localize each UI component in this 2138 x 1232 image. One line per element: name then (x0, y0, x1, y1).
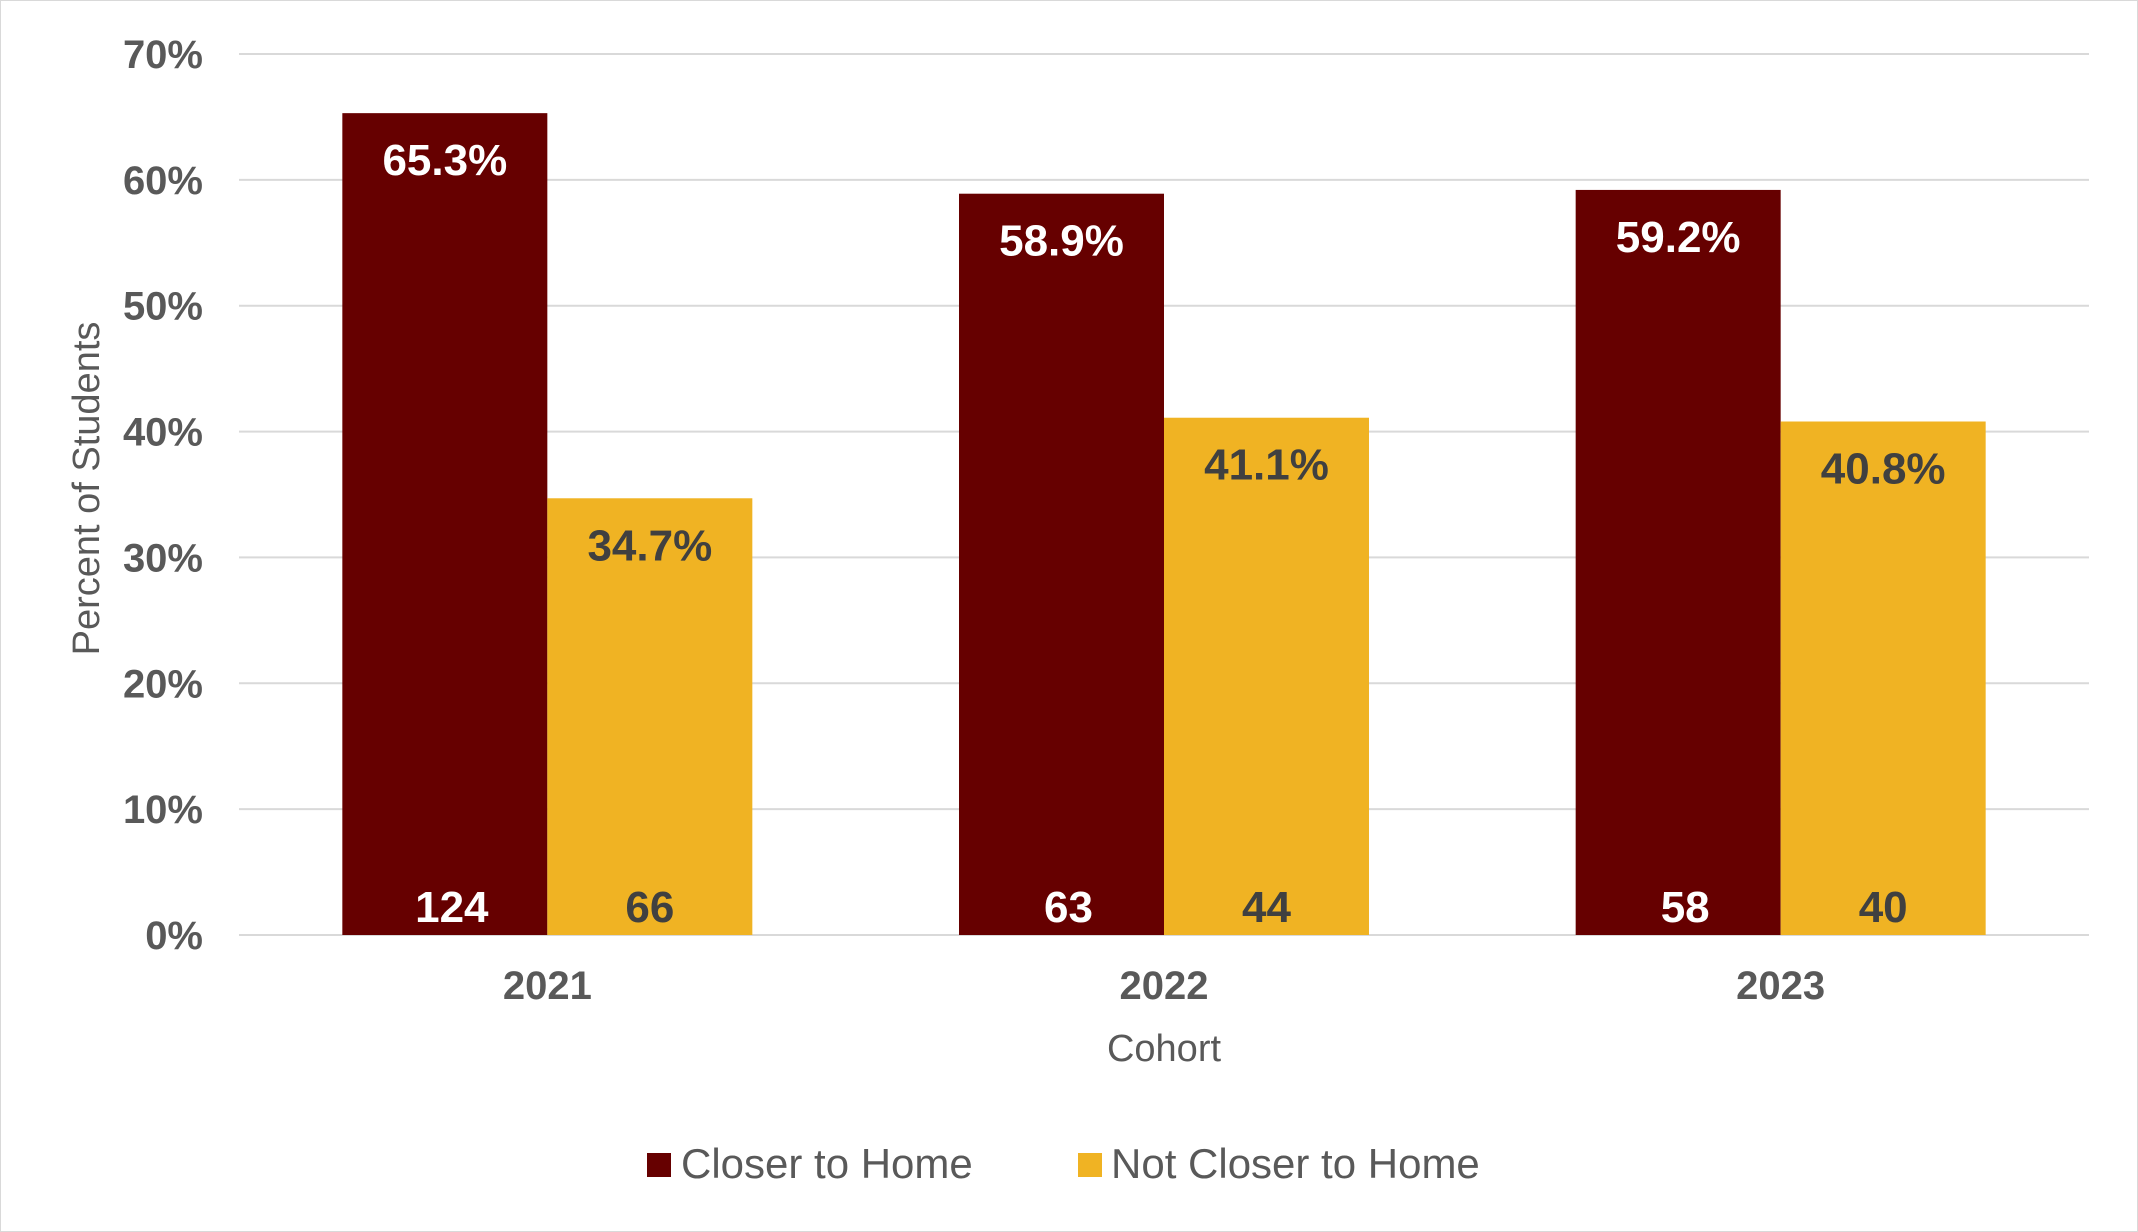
bar-count-label: 63 (1044, 883, 1093, 932)
y-tick-label: 40% (123, 411, 203, 455)
bar-count-label: 124 (415, 883, 489, 932)
bar-count-label: 40 (1859, 883, 1908, 932)
bar-closer (342, 113, 548, 936)
x-category-label: 2022 (1120, 964, 1209, 1008)
y-tick-label: 50% (123, 285, 203, 329)
y-axis-ticks: 0% 10% 20% 30% 40% 50% 60% 70% (123, 33, 203, 958)
bar-value-label: 65.3% (382, 136, 507, 185)
bar-closer (1575, 189, 1781, 935)
y-tick-label: 60% (123, 159, 203, 203)
x-category-label: 2021 (503, 964, 592, 1008)
legend-label: Not Closer to Home (1111, 1140, 1480, 1187)
legend-swatch (1078, 1153, 1102, 1177)
bar-value-label: 41.1% (1204, 441, 1329, 490)
x-category-label: 2023 (1736, 964, 1825, 1008)
bar-value-label: 34.7% (587, 521, 712, 570)
y-tick-label: 70% (123, 33, 203, 77)
bar-not-closer (547, 498, 753, 935)
y-axis-title: Percent of Students (66, 322, 108, 656)
y-tick-label: 10% (123, 788, 203, 832)
bars (342, 113, 1986, 936)
data-labels: 65.3% 124 34.7% 66 58.9% 63 41.1% 44 59.2% 58 40.8… (382, 136, 1945, 932)
bar-value-label: 40.8% (1821, 445, 1946, 494)
bar-value-label: 58.9% (999, 217, 1124, 266)
x-axis-title: Cohort (1107, 1028, 1221, 1070)
y-tick-label: 20% (123, 662, 203, 706)
bar-not-closer (1780, 421, 1986, 935)
bar-count-label: 58 (1661, 883, 1710, 932)
legend: Closer to Home Not Closer to Home (647, 1140, 1480, 1187)
legend-swatch (647, 1153, 671, 1177)
bar-count-label: 66 (625, 883, 674, 932)
bar-closer (959, 193, 1164, 936)
y-tick-label: 30% (123, 536, 203, 580)
legend-label: Closer to Home (681, 1140, 973, 1187)
bar-count-label: 44 (1242, 883, 1291, 932)
y-tick-label: 0% (145, 914, 203, 958)
bar-value-label: 59.2% (1616, 213, 1741, 262)
bar-not-closer (1164, 417, 1369, 935)
x-axis-categories: 2021 2022 2023 (503, 964, 1825, 1008)
